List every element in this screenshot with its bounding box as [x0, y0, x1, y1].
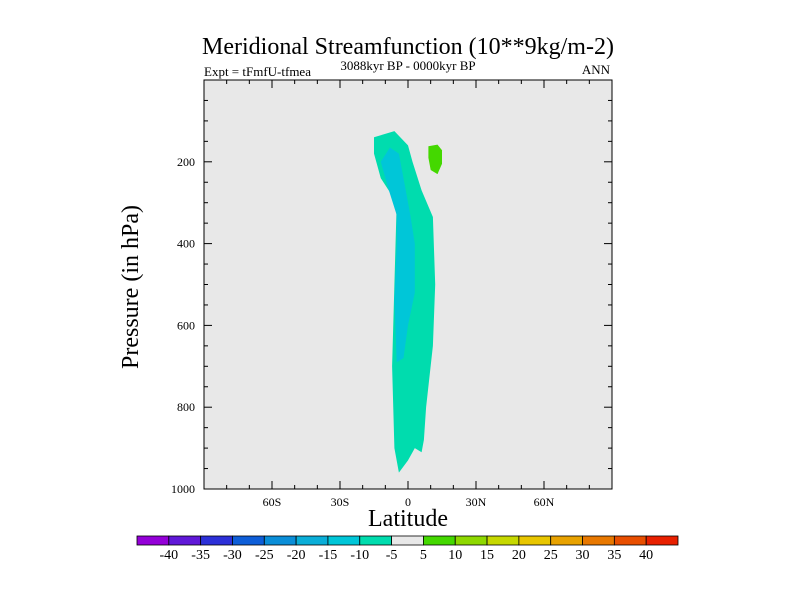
colorbar-label: -15 [319, 548, 338, 563]
plot-area: 200 400 600 800 1000 60S 30S 0 30N 60N [171, 79, 613, 509]
x-tick-label: 30S [331, 495, 350, 509]
colorbar-swatch [359, 535, 392, 546]
y-tick-label: 800 [177, 400, 195, 414]
colorbar-label: 15 [480, 548, 494, 563]
colorbar-label: 35 [607, 548, 621, 563]
colorbar-swatch [391, 535, 424, 546]
colorbar-swatch [454, 535, 488, 546]
colorbar: -40 -35 -30 -25 -20 -15 -10 -5 5 10 15 20 25 30 35 40 [136, 535, 679, 563]
colorbar-label: 25 [544, 548, 558, 563]
colorbar-swatch [200, 535, 233, 546]
x-tick-label: 60N [534, 495, 555, 509]
y-tick-label: 400 [177, 237, 195, 251]
colorbar-label: -35 [191, 548, 210, 563]
y-axis-label: Pressure (in hPa) [118, 205, 144, 369]
colorbar-swatch [232, 535, 265, 546]
y-tick-label: 1000 [171, 482, 195, 496]
experiment-label: Expt = tFmfU-tfmea [204, 64, 311, 79]
colorbar-swatch [327, 535, 361, 546]
region-inner-negative [380, 147, 415, 363]
time-range-label: 3088kyr BP - 0000kyr BP [340, 58, 475, 73]
colorbar-swatch [295, 535, 329, 546]
y-tick-label: 200 [177, 155, 195, 169]
colorbar-label: 20 [512, 548, 526, 563]
colorbar-swatch [518, 535, 552, 546]
colorbar-swatch [645, 535, 679, 546]
colorbar-swatch [582, 535, 615, 546]
colorbar-label: 5 [420, 548, 427, 563]
y-tick-label: 600 [177, 318, 195, 332]
colorbar-swatch [263, 535, 297, 546]
colorbar-label: 10 [448, 548, 462, 563]
colorbar-swatch [168, 535, 202, 546]
colorbar-label: -10 [350, 548, 369, 563]
colorbar-label: -30 [223, 548, 242, 563]
colorbar-swatch [613, 535, 647, 546]
colorbar-swatch [136, 535, 170, 546]
colorbar-label: -5 [386, 548, 398, 563]
colorbar-swatch [486, 535, 520, 546]
region-positive-north [428, 144, 442, 175]
colorbar-label: 40 [639, 548, 653, 563]
colorbar-label: 30 [576, 548, 590, 563]
colorbar-swatch [550, 535, 583, 546]
chart-title: Meridional Streamfunction (10**9kg/m-2) [202, 34, 614, 60]
colorbar-label: -20 [287, 548, 306, 563]
x-tick-label: 30N [466, 495, 487, 509]
season-label: ANN [582, 62, 611, 77]
colorbar-label: -40 [159, 548, 178, 563]
colorbar-label: -25 [255, 548, 274, 563]
x-axis-label: Latitude [368, 506, 448, 532]
x-tick-label: 60S [263, 495, 282, 509]
x-tick-label: 0 [405, 495, 411, 509]
colorbar-swatch [423, 535, 456, 546]
